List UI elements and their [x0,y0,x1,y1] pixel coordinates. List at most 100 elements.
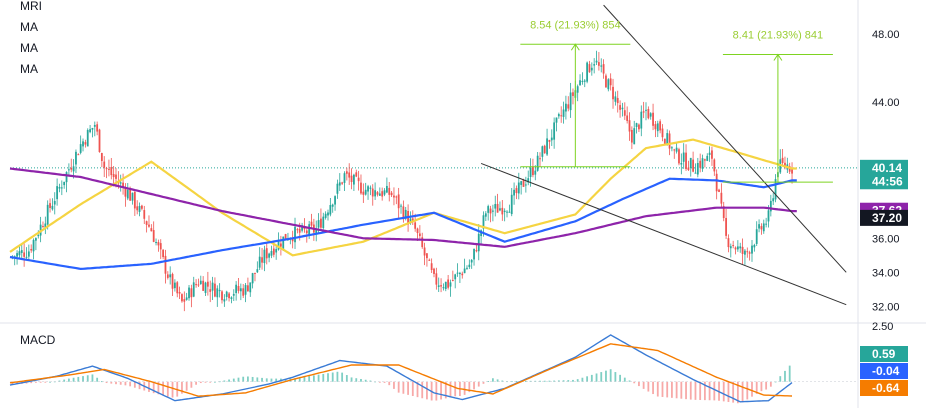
candle-body [23,252,26,257]
price-tick-label: 44.00 [872,97,900,109]
macd-hist-bar [576,379,579,382]
macd-hist-bar [426,381,428,400]
candle-body [91,127,94,130]
candle-body [237,286,240,291]
candle-body [583,80,586,82]
candle-body [108,168,110,170]
macd-hist-bar [746,381,749,400]
candle-body [541,146,544,157]
candle-body [315,228,318,234]
candle-body [25,256,28,258]
macd-hist-bar [605,370,607,382]
macd-hist-bar [270,378,273,382]
candle-body [619,105,621,110]
candle-body [103,161,106,168]
macd-legend: MACD [20,333,56,347]
macd-hist-bar [247,376,249,382]
candle-body [685,152,687,169]
candle-body [317,220,320,228]
macd-hist-bar [614,372,617,382]
macd-hist-bar [562,380,565,382]
candle-body [296,229,299,231]
candle-body [482,215,485,229]
candle-body [223,299,226,302]
macd-hist-bar [586,376,589,382]
macd-hist-bar [784,370,786,382]
macd-hist-bar [355,378,358,382]
macd-hist-bar [67,378,70,382]
candle-body [732,245,735,247]
candle-body [581,80,584,82]
candle-body [204,282,207,293]
candle-body [680,163,683,165]
candle-body [638,124,640,130]
candle-body [119,182,122,184]
candle-body [197,284,200,286]
candle-body [588,64,591,73]
macd-hist-bar [181,381,183,394]
candle-body [301,225,303,231]
macd-hist-bar [162,381,165,396]
candle-body [367,186,369,192]
macd-hist-bar [501,380,504,382]
macd-hist-bar [58,380,61,382]
candle-body [668,133,671,149]
candle-body [418,233,421,237]
candle-body [310,221,313,226]
candle-body [209,289,212,292]
candle-body [703,159,706,161]
candle-body [687,167,690,170]
candle-body [654,124,657,130]
candle-body [616,97,619,104]
candle-body [291,237,294,242]
candle-body [336,183,339,194]
macd-hist-bar [237,377,240,382]
macd-hist-bar [327,373,329,382]
candle-body [635,123,638,127]
macd-hist-bar [477,381,480,387]
candle-body [713,159,716,172]
macd-hist-bar [256,377,259,382]
candle-body [93,124,96,127]
candle-body [605,75,607,88]
candle-body [515,188,518,194]
candle-body [30,248,33,251]
candle-body [791,169,793,174]
macd-hist-bar [788,365,791,382]
candle-body [435,273,438,285]
candle-body [701,158,704,169]
legend-mri: MRI [20,0,42,13]
measure-label: 8.41 (21.93%) 841 [733,29,824,41]
macd-hist-bar [407,381,409,395]
macd-hist-bar [96,377,99,382]
candle-body [529,167,532,177]
macd-hist-bar [336,371,339,382]
macd-hist-bar [148,381,150,392]
candle-body [383,190,386,195]
macd-hist-bar [124,381,127,386]
candle-body [621,107,624,110]
macd-hist-bar [633,381,636,384]
candle-body [736,246,739,250]
candle-body [322,216,325,229]
candle-body [77,154,80,156]
candle-body [218,290,221,292]
candle-body [32,239,35,252]
macd-hist-bar [600,372,603,382]
candle-body [244,285,247,295]
candle-body [741,246,744,254]
macd-badge-label: -0.04 [872,364,900,378]
candle-body [239,288,242,292]
candle-body [555,117,558,123]
candle-body [277,241,280,250]
candle-body [739,246,742,249]
macd-hist-bar [100,381,103,383]
macd-hist-bar [468,381,471,393]
candle-body [602,64,605,74]
candle-body [534,170,537,175]
candle-body [206,281,209,287]
candle-body [557,114,560,117]
candle-body [261,257,263,263]
candle-body [268,253,271,258]
